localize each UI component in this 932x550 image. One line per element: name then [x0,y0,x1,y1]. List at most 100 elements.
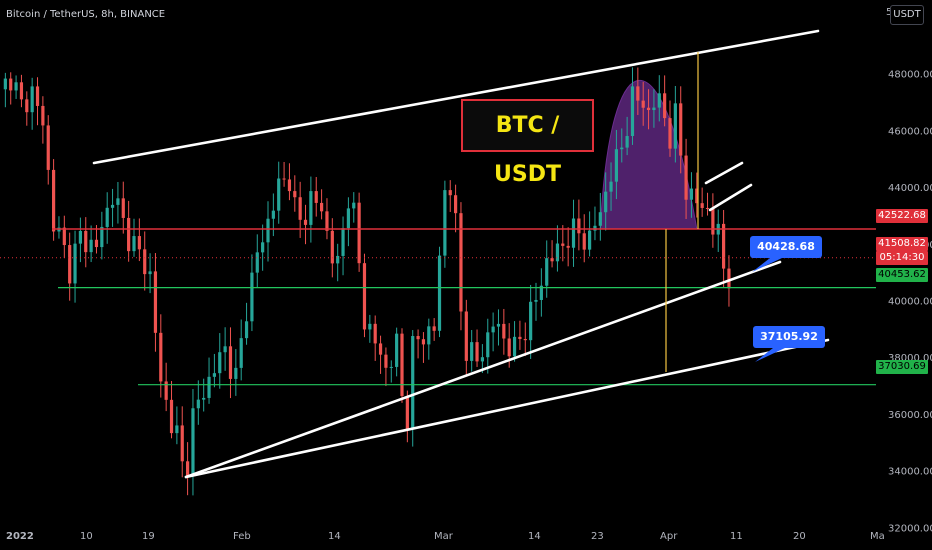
candle-body [352,202,356,209]
candle-body [143,249,147,275]
candle-body [94,239,99,248]
candle-body [609,181,613,192]
y-tick-label: 38000.00 [888,353,932,364]
candle-body [588,230,592,250]
candle-body [630,86,635,137]
x-tick-label: Apr [660,531,678,542]
candle-body [555,243,560,262]
top-tick-label: 5 [886,7,892,18]
candle-body [389,366,393,368]
candle-body [689,188,694,200]
candle-body [244,321,249,339]
candle-body [41,105,45,126]
candle-body [582,233,586,250]
candle-body [30,86,34,113]
candle-body [523,339,527,341]
x-tick-label: 2022 [6,531,34,542]
candle-body [378,343,383,355]
candle-body [421,339,426,345]
candle-body [164,381,168,400]
currency-button[interactable]: USDT [890,5,924,25]
x-tick-label: 10 [80,531,93,542]
x-tick-label: 14 [528,531,541,542]
candle-body [287,179,292,192]
candle-body [127,217,131,252]
candle-body [518,336,522,340]
candle-body [598,212,602,226]
symbol-header: Bitcoin / TetherUS, 8h, BINANCE [6,9,166,20]
y-tick-label: 32000.00 [888,523,932,534]
candle-body [186,461,190,477]
candle-body [443,190,447,256]
candle-body [437,255,442,331]
callout-pointer-upper [752,258,782,272]
candle-body [84,230,88,253]
candle-body [464,311,468,361]
candle-body [646,107,651,111]
x-tick-label: 11 [730,531,743,542]
candle-body [727,268,731,289]
candle-body [169,399,174,434]
candle-body [454,195,458,214]
candle-body [700,203,704,208]
candle-body [153,271,158,333]
candle-body [384,354,388,368]
candle-body [416,336,420,340]
candle-body [100,226,104,248]
level-tag-resistance: 42522.68 [876,209,928,223]
candle-body [320,202,324,212]
candle-body [202,397,206,400]
callout-pointer-lower [755,348,785,362]
candle-body [159,332,163,382]
candle-body [652,107,656,111]
candle-body [218,352,222,374]
candle-body [448,190,452,196]
candle-body [255,252,259,273]
candle-body [212,373,216,377]
candle-body [180,425,184,462]
candle-body [507,338,511,357]
x-tick-label: 19 [142,531,155,542]
candle-body [432,326,436,331]
y-tick-label: 44000.00 [888,183,932,194]
candle-body [550,258,554,262]
candle-body [175,425,179,434]
candle-body [604,191,608,213]
candle-body [110,204,115,208]
candle-body [663,93,667,119]
candle-body [620,147,624,150]
candle-body [400,333,404,396]
candle-body [657,93,661,108]
y-tick-label: 34000.00 [888,467,932,478]
candle-body [427,326,431,345]
candle-body [475,342,479,362]
candle-body [529,301,533,341]
candle-body [668,118,672,149]
candle-body [411,336,415,430]
y-tick-label: 48000.00 [888,70,932,81]
candle-body [614,149,618,182]
candle-body [228,346,233,379]
level-tag-support-2: 37030.69 [876,360,928,374]
candle-body [684,155,688,200]
candle-body [571,218,576,248]
candle-body [148,271,152,275]
candle-body [250,272,254,322]
flag-line-upper [704,161,744,185]
x-tick-label: 14 [328,531,341,542]
candle-body [491,326,495,333]
candle-body [486,332,490,358]
candle-body [62,227,66,246]
candle-body [405,395,409,430]
candle-body [73,243,77,284]
candle-body [191,408,195,477]
candle-body [480,357,484,362]
candle-body [373,323,377,344]
lower-trend-line [184,338,830,479]
candle-body [207,376,211,398]
candle-body [496,323,501,327]
candle-body [545,258,549,286]
channel-top-line [92,29,820,165]
candle-body [711,208,715,235]
